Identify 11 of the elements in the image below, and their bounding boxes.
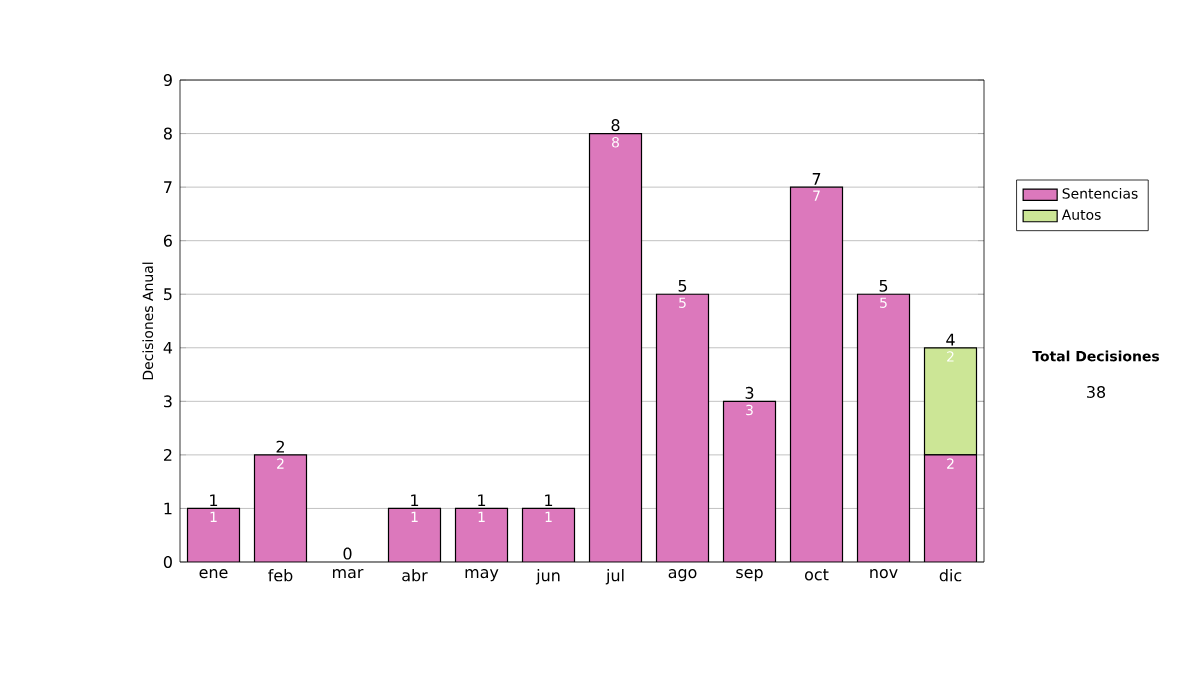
bar [589,133,642,562]
bar [253,454,308,562]
bar [388,508,441,562]
bar [923,454,978,562]
bar [723,401,776,562]
bar [790,187,843,562]
bar [455,508,508,562]
bar [522,508,575,562]
bar [857,294,910,562]
bar [186,507,241,562]
bar [656,294,709,562]
